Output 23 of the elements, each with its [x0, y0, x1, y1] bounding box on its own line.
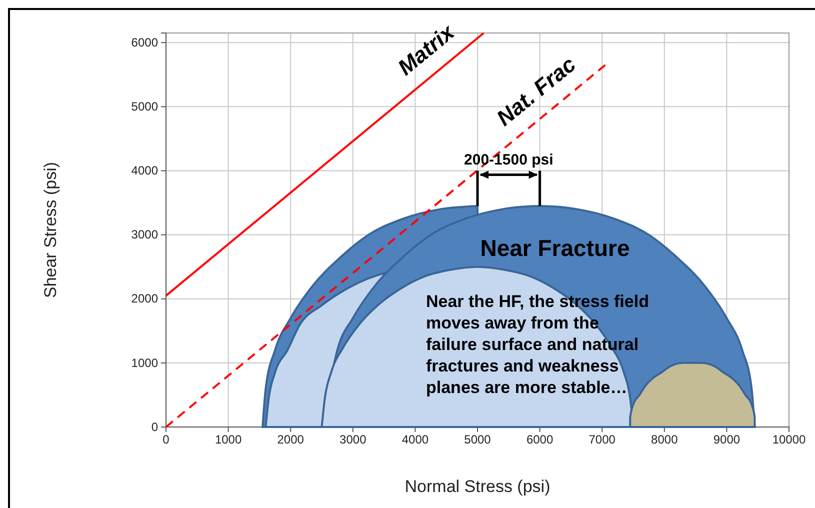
- x-tick-label: 7000: [588, 432, 616, 447]
- y-tick-label: 2000: [131, 292, 158, 306]
- y-tick-label: 5000: [131, 100, 158, 114]
- x-axis-title: Normal Stress (psi): [404, 477, 550, 496]
- x-tick-label: 8000: [651, 432, 678, 447]
- x-tick-label: 1000: [214, 432, 242, 447]
- x-tick-label: 5000: [464, 432, 492, 447]
- y-tick-label: 4000: [131, 164, 158, 178]
- x-tick-label: 4000: [402, 432, 429, 447]
- y-tick-label: 6000: [131, 35, 158, 50]
- y-axis-title: Shear Stress (psi): [41, 162, 60, 298]
- annotation: Near Fracture: [480, 235, 630, 261]
- x-tick-label: 2000: [277, 432, 304, 447]
- x-tick-label: 10000: [772, 432, 806, 447]
- y-tick-label: 0: [151, 420, 158, 434]
- text: Nat. Frac: [492, 52, 580, 131]
- x-tick-label: 0: [162, 432, 170, 447]
- y-tick-label: 3000: [131, 228, 158, 242]
- annotation: 200-1500 psi: [464, 152, 554, 169]
- x-tick-label: 9000: [713, 432, 740, 447]
- y-tick-label: 1000: [131, 356, 158, 370]
- x-tick-label: 3000: [340, 432, 367, 447]
- x-tick-label: 6000: [526, 432, 554, 447]
